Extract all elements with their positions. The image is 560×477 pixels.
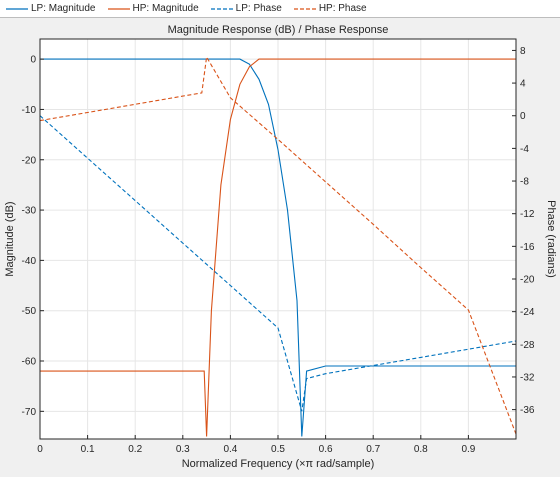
y2-tick-label: 0: [520, 111, 526, 122]
y-tick-label: -70: [22, 407, 37, 418]
legend-swatch-hp-magnitude: [107, 7, 130, 10]
x-tick-label: 0.8: [414, 444, 428, 455]
y-tick-label: -50: [22, 306, 37, 317]
x-axis-label: Normalized Frequency (×π rad/sample): [182, 458, 375, 470]
y2-tick-label: -12: [520, 209, 535, 220]
series-line-0: [40, 58, 516, 437]
y2-tick-label: -4: [520, 144, 529, 155]
legend-item-lp-magnitude[interactable]: LP: Magnitude: [6, 3, 96, 14]
y2-tick-label: -36: [520, 405, 535, 416]
x-tick-label: 0.7: [366, 444, 380, 455]
chart-title: Magnitude Response (dB) / Phase Response: [168, 24, 389, 36]
x-tick-label: 0.2: [128, 444, 142, 455]
x-tick-label: 0.9: [461, 444, 475, 455]
y-axis-left: 0 -10 -20 -30 -40 -50 -60 -70: [22, 55, 44, 418]
legend-item-hp-magnitude[interactable]: HP: Magnitude: [107, 3, 199, 14]
x-tick-label: 0.5: [271, 444, 285, 455]
series-line-2: [40, 115, 516, 412]
legend-swatch-hp-phase: [293, 7, 316, 10]
y2-tick-label: 8: [520, 46, 526, 57]
x-tick-label: 0.1: [81, 444, 95, 455]
y-tick-label: 0: [30, 55, 36, 66]
y-tick-label: -30: [22, 206, 37, 217]
x-tick-label: 0: [37, 444, 43, 455]
legend-item-hp-phase[interactable]: HP: Phase: [293, 3, 367, 14]
chart: 0 0.1 0.2 0.3 0.4 0.5 0.6 0.7 0.8 0.9 0 -10 -20 -30 -…: [4, 24, 557, 470]
series-line-1: [40, 58, 516, 437]
x-axis: 0 0.1 0.2 0.3 0.4 0.5 0.6 0.7 0.8 0.9: [37, 435, 476, 455]
x-tick-label: 0.3: [176, 444, 190, 455]
legend-label-lp-phase: LP: Phase: [235, 3, 282, 14]
series-layer: [40, 55, 516, 437]
y-tick-label: -60: [22, 357, 37, 368]
legend-swatch-lp-phase: [210, 7, 233, 10]
y2-tick-label: -32: [520, 372, 535, 383]
y-axis-right: 8 4 0 -4 -8 -12 -16 -20 -24 -28 -32 -36: [512, 46, 535, 416]
legend-swatch-lp-magnitude: [6, 7, 28, 10]
series-line-3: [40, 55, 516, 435]
legend-label-hp-magnitude: HP: Magnitude: [132, 3, 199, 14]
y2-tick-label: -16: [520, 242, 535, 253]
legend-label-lp-magnitude: LP: Magnitude: [31, 3, 96, 14]
y-tick-label: -10: [22, 105, 37, 116]
legend-item-lp-phase[interactable]: LP: Phase: [210, 3, 282, 14]
y-tick-label: -40: [22, 256, 37, 267]
y2-axis-label: Phase (radians): [545, 200, 557, 278]
y2-tick-label: -24: [520, 307, 535, 318]
y2-tick-label: 4: [520, 79, 526, 90]
x-tick-label: 0.4: [223, 444, 237, 455]
y2-tick-label: -8: [520, 177, 529, 188]
legend: LP: Magnitude HP: Magnitude LP: Phase HP…: [0, 0, 560, 18]
y-tick-label: -20: [22, 155, 37, 166]
y2-tick-label: -28: [520, 340, 535, 351]
y-axis-label: Magnitude (dB): [4, 201, 16, 276]
legend-label-hp-phase: HP: Phase: [318, 3, 367, 14]
x-tick-label: 0.6: [319, 444, 333, 455]
y2-tick-label: -20: [520, 275, 535, 286]
